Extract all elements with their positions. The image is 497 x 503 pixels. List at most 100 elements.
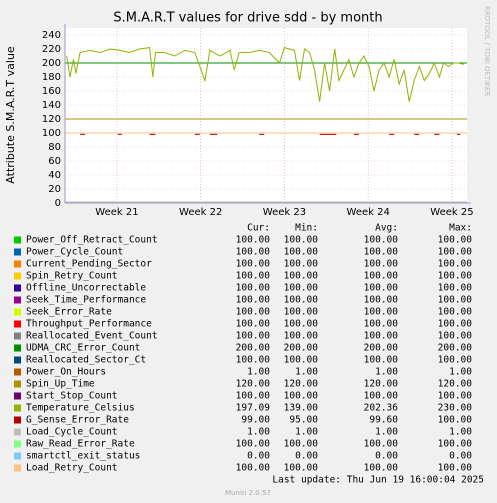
legend-stat: 99.60: [369, 415, 398, 426]
legend-stat: 100.00: [364, 355, 399, 366]
legend-stat: 100.00: [284, 391, 319, 402]
legend-stat: 100.00: [438, 247, 473, 258]
legend-stat: 100.00: [438, 355, 473, 366]
legend-swatch: [14, 248, 21, 256]
legend-swatch: [14, 344, 21, 352]
legend-stat: 100.00: [364, 319, 399, 330]
legend-label: Offline_Uncorrectable: [26, 283, 146, 294]
y-tick-label: 100: [42, 128, 61, 139]
y-axis-label: Attribute S.M.A.R.T value: [4, 46, 17, 184]
legend-stat: 99.00: [241, 415, 270, 426]
legend-stat: 1.00: [247, 367, 270, 378]
legend-stat: 100.00: [438, 271, 473, 282]
legend-swatch: [14, 272, 21, 280]
x-tick-label: Week 25: [430, 207, 473, 218]
legend-stat: 0.00: [247, 451, 270, 462]
legend-stat: 1.00: [295, 367, 318, 378]
legend-header: Avg:: [375, 223, 398, 234]
legend-stat: 100.00: [364, 247, 399, 258]
y-tick-label: 80: [48, 142, 61, 153]
legend-label: Temperature_Celsius: [26, 403, 135, 414]
legend-stat: 100.00: [364, 331, 399, 342]
legend-stat: 230.00: [438, 403, 473, 414]
legend-stat: 100.00: [438, 319, 473, 330]
legend-stat: 1.00: [449, 367, 472, 378]
legend-header: Min:: [295, 223, 318, 234]
legend-header: Max:: [449, 223, 472, 234]
legend-stat: 0.00: [449, 451, 472, 462]
y-tick-label: 140: [42, 100, 61, 111]
legend-stat: 0.00: [295, 451, 318, 462]
legend-label: Power_Cycle_Count: [26, 247, 123, 258]
x-tick-label: Week 21: [95, 207, 138, 218]
legend-label: Reallocated_Event_Count: [26, 331, 158, 342]
legend-label: smartctl_exit_status: [26, 451, 140, 462]
legend-stat: 200.00: [364, 343, 399, 354]
legend-stat: 100.00: [364, 307, 399, 318]
legend-stat: 1.00: [375, 367, 398, 378]
legend-label: Power_Off_Retract_Count: [26, 235, 158, 246]
legend-swatch: [14, 284, 21, 292]
plot-area: [65, 28, 467, 203]
legend-stat: 100.00: [236, 247, 271, 258]
legend-label: Raw_Read_Error_Rate: [26, 439, 135, 450]
legend-stat: 100.00: [438, 331, 473, 342]
legend-stat: 100.00: [364, 235, 399, 246]
x-tick-label: Week 23: [263, 207, 306, 218]
y-tick-label: 160: [42, 86, 61, 97]
legend-stat: 100.00: [364, 391, 399, 402]
legend-stat: 100.00: [284, 439, 319, 450]
legend-stat: 200.00: [284, 343, 319, 354]
legend-stat: 200.00: [438, 343, 473, 354]
legend-stat: 100.00: [438, 439, 473, 450]
legend-stat: 100.00: [284, 271, 319, 282]
legend-stat: 100.00: [438, 283, 473, 294]
legend-stat: 120.00: [284, 379, 319, 390]
legend-stat: 0.00: [375, 451, 398, 462]
legend-swatch: [14, 392, 21, 400]
legend-stat: 120.00: [364, 379, 399, 390]
legend-stat: 1.00: [375, 427, 398, 438]
legend-label: Spin_Up_Time: [26, 379, 95, 390]
legend-stat: 200.00: [236, 343, 271, 354]
legend-label: Load_Retry_Count: [26, 463, 118, 474]
legend-swatch: [14, 368, 21, 376]
legend-stat: 197.09: [236, 403, 271, 414]
legend-stat: 100.00: [438, 307, 473, 318]
y-tick-label: 220: [42, 44, 61, 55]
y-tick-label: 120: [42, 114, 61, 125]
legend-stat: 100.00: [284, 355, 319, 366]
legend-label: UDMA_CRC_Error_Count: [26, 343, 140, 354]
legend-swatch: [14, 380, 21, 388]
y-tick-label: 60: [48, 156, 61, 167]
series-line: [66, 46, 464, 102]
legend-label: Seek_Error_Rate: [26, 307, 112, 318]
legend-stat: 100.00: [284, 259, 319, 270]
version: Munin 2.0.57: [225, 489, 271, 497]
legend-stat: 100.00: [236, 295, 271, 306]
legend-stat: 100.00: [284, 247, 319, 258]
y-tick-label: 20: [48, 184, 61, 195]
legend-swatch: [14, 416, 21, 424]
legend-stat: 1.00: [449, 427, 472, 438]
legend-stat: 1.00: [295, 427, 318, 438]
legend-stat: 120.00: [438, 379, 473, 390]
legend-stat: 100.00: [236, 283, 271, 294]
legend-stat: 100.00: [364, 271, 399, 282]
legend-swatch: [14, 356, 21, 364]
legend-stat: 100.00: [284, 283, 319, 294]
x-tick-label: Week 22: [179, 207, 222, 218]
legend-stat: 100.00: [236, 319, 271, 330]
legend-stat: 100.00: [284, 307, 319, 318]
legend-stat: 100.00: [284, 331, 319, 342]
legend-label: Start_Stop_Count: [26, 391, 118, 402]
legend-stat: 100.00: [284, 295, 319, 306]
legend-stat: 100.00: [438, 463, 473, 474]
x-tick-label: Week 24: [347, 207, 390, 218]
legend-swatch: [14, 320, 21, 328]
legend-stat: 100.00: [236, 271, 271, 282]
y-tick-label: 240: [42, 30, 61, 41]
y-tick-label: 40: [48, 170, 61, 181]
legend-stat: 100.00: [364, 295, 399, 306]
